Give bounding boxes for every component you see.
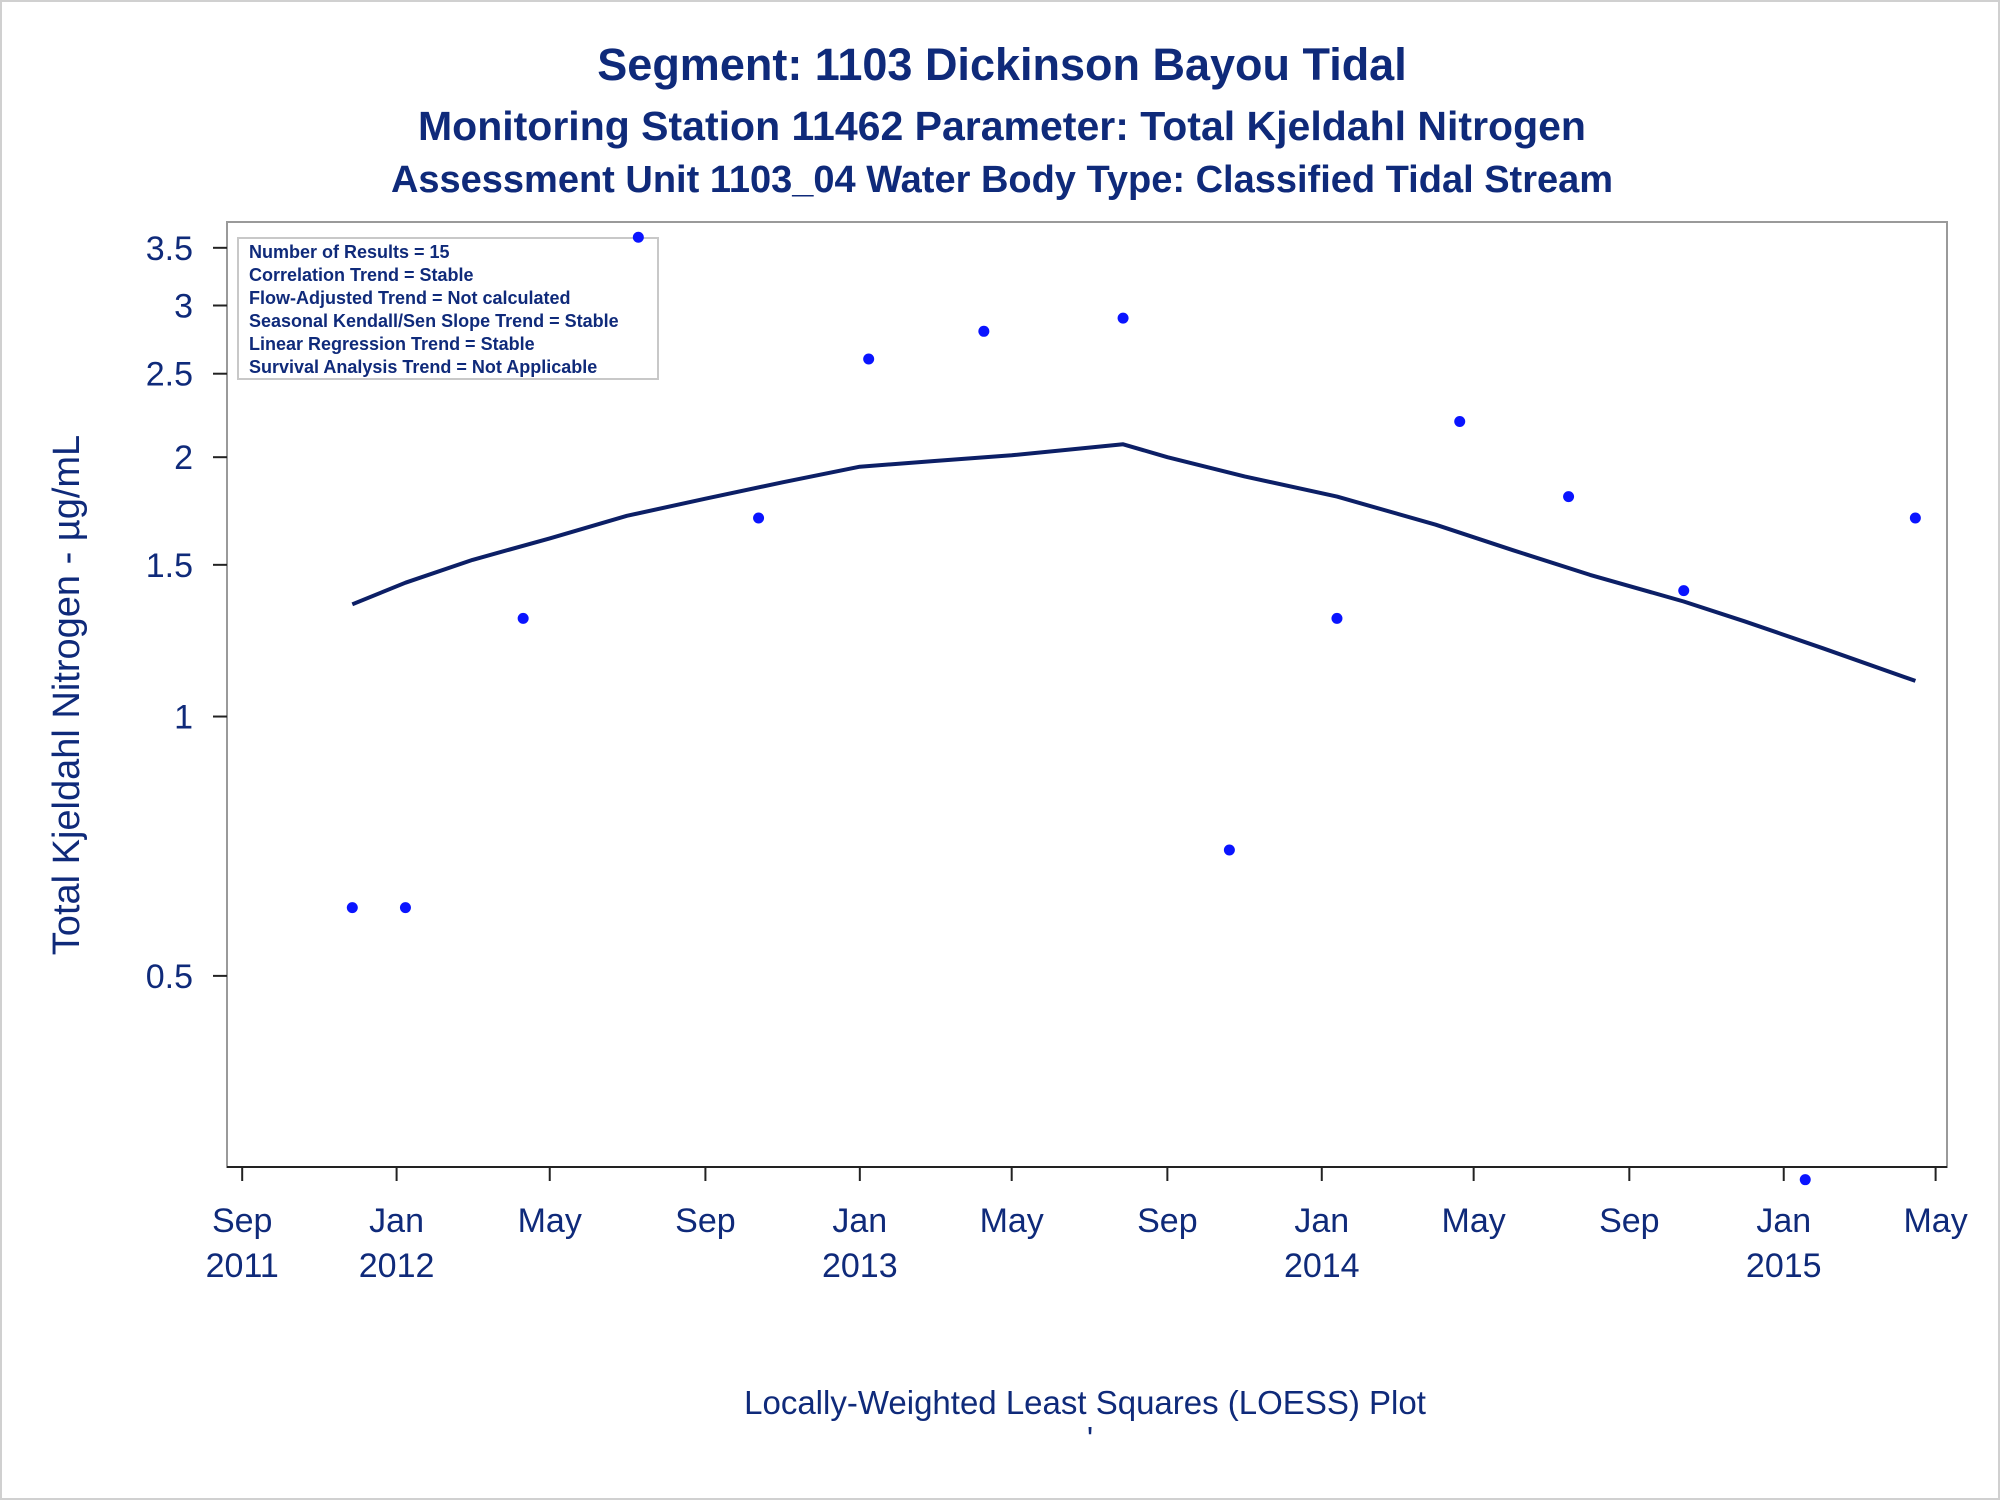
x-tick-label: Sep bbox=[212, 1202, 273, 1240]
x-tick-year-label: 2013 bbox=[822, 1247, 898, 1285]
data-point bbox=[399, 902, 411, 914]
stats-line: Seasonal Kendall/Sen Slope Trend = Stabl… bbox=[249, 311, 619, 331]
chart-title: Segment: 1103 Dickinson Bayou Tidal bbox=[597, 39, 1406, 90]
y-axis-label: Total Kjeldahl Nitrogen - µg/mL bbox=[46, 435, 88, 955]
data-point bbox=[1563, 491, 1575, 503]
stats-box-frame bbox=[237, 237, 659, 380]
x-tick-year-label: 2011 bbox=[206, 1247, 279, 1285]
data-point bbox=[1799, 1174, 1811, 1186]
data-point bbox=[1678, 585, 1690, 597]
points-layer bbox=[346, 231, 1921, 1186]
x-tick-label: Jan bbox=[1756, 1202, 1811, 1240]
x-tick-label: Jan bbox=[832, 1202, 887, 1240]
y-axis: 0.5 1 1.5 2 2.5 3 3.5 bbox=[146, 230, 227, 996]
x-tick-year-label: 2012 bbox=[359, 1247, 435, 1285]
y-tick-label: 0.5 bbox=[146, 958, 193, 996]
data-point bbox=[1331, 612, 1343, 624]
stats-line: Number of Results = 15 bbox=[249, 242, 450, 262]
x-tick-label: May bbox=[1442, 1202, 1506, 1240]
data-point bbox=[1223, 844, 1235, 856]
x-tick-label: Jan bbox=[1294, 1202, 1349, 1240]
stats-line: Flow-Adjusted Trend = Not calculated bbox=[249, 288, 571, 308]
data-point bbox=[1454, 416, 1466, 428]
footnote-mark: ' bbox=[1087, 1420, 1093, 1457]
data-point bbox=[1909, 512, 1921, 524]
x-tick-label: May bbox=[980, 1202, 1044, 1240]
x-tick-label: Sep bbox=[1599, 1202, 1660, 1240]
data-point bbox=[978, 325, 990, 337]
y-tick-label: 3.5 bbox=[146, 230, 193, 268]
x-tick-label: Jan bbox=[369, 1202, 424, 1240]
stats-line: Survival Analysis Trend = Not Applicable bbox=[249, 357, 597, 377]
stats-legend-box: Number of Results = 15 Correlation Trend … bbox=[237, 237, 659, 380]
x-tick-label: May bbox=[518, 1202, 582, 1240]
data-point bbox=[1117, 312, 1129, 324]
x-tick-label: Sep bbox=[675, 1202, 736, 1240]
y-tick-label: 2.5 bbox=[146, 356, 193, 394]
loess-layer bbox=[351, 442, 1917, 683]
data-point bbox=[346, 902, 358, 914]
stats-line: Correlation Trend = Stable bbox=[249, 265, 474, 285]
y-tick-label: 1.5 bbox=[146, 547, 193, 585]
chart-subtitle: Monitoring Station 11462 Parameter: Tota… bbox=[418, 103, 1586, 149]
data-point bbox=[517, 612, 529, 624]
data-point bbox=[863, 353, 875, 365]
footnote: Locally-Weighted Least Squares (LOESS) P… bbox=[744, 1384, 1426, 1421]
y-tick-label: 2 bbox=[174, 439, 193, 477]
x-tick-year-label: 2015 bbox=[1746, 1247, 1822, 1285]
x-axis: Sep 2011 Jan 2012 May Sep Jan 2013 May Sep Jan 2014… bbox=[206, 1166, 1968, 1285]
x-tick-label: May bbox=[1903, 1202, 1967, 1240]
chart-subtitle-2: Assessment Unit 1103_04 Water Body Type:… bbox=[391, 159, 1613, 201]
y-tick-label: 3 bbox=[174, 287, 193, 325]
loess-line bbox=[351, 442, 1917, 683]
x-tick-label: Sep bbox=[1137, 1202, 1198, 1240]
y-tick-label: 1 bbox=[174, 699, 193, 737]
stats-line: Linear Regression Trend = Stable bbox=[249, 334, 535, 354]
x-tick-year-label: 2014 bbox=[1284, 1247, 1360, 1285]
data-point bbox=[753, 512, 765, 524]
data-point bbox=[632, 231, 644, 243]
